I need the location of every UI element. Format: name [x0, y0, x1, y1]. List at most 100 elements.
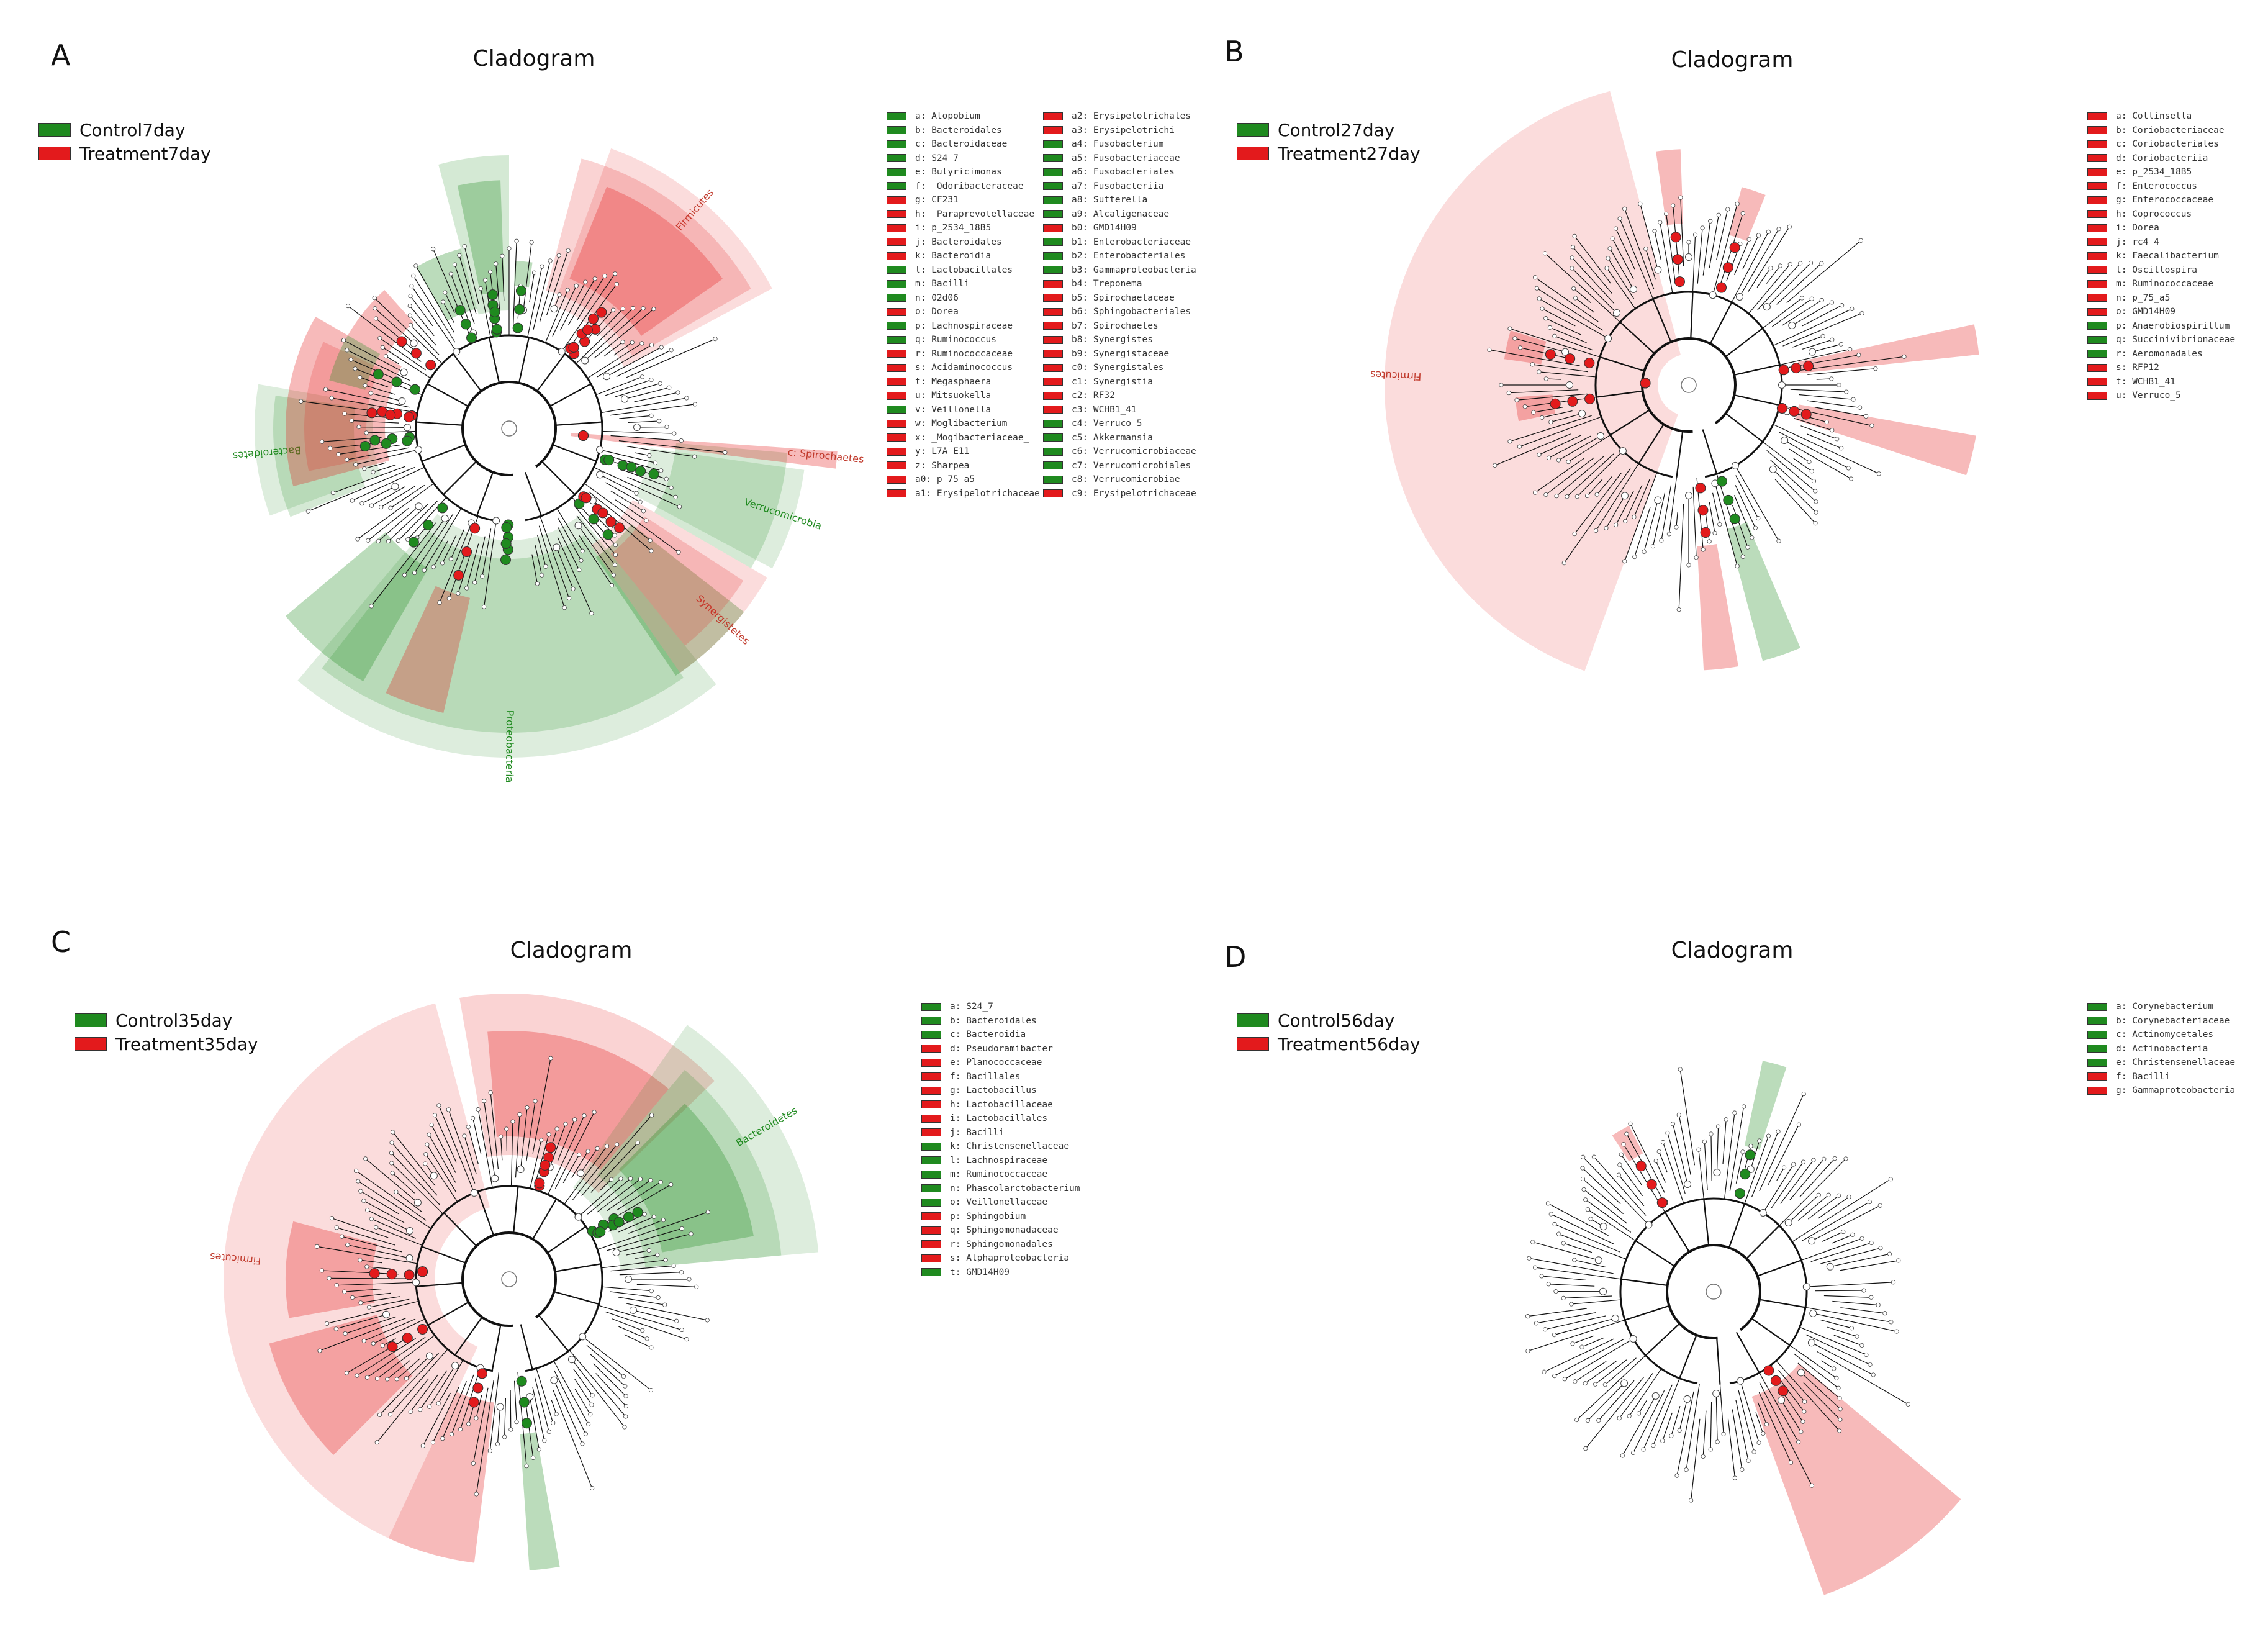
panel-title: Cladogram [441, 46, 627, 71]
tree-branch [550, 384, 591, 406]
clade-legend-item: b5: Spirochaetaceae [1043, 291, 1196, 306]
leaf-node [428, 1405, 431, 1408]
leaf-node [1713, 531, 1717, 535]
leaf-node [481, 574, 484, 578]
leaf-node [356, 537, 359, 541]
leaf-node [613, 272, 617, 276]
leaf-node [590, 1394, 594, 1397]
leaf-node [566, 248, 570, 252]
leaf-node [1623, 560, 1627, 563]
leaf-node [362, 1199, 366, 1203]
leaf-node [535, 582, 539, 586]
biomarker-node [1801, 409, 1811, 419]
leaf-node [1766, 230, 1770, 233]
leaf-node [1573, 532, 1576, 535]
leaf-node [378, 336, 382, 340]
clade-label: a0: p_75_a5 [915, 474, 975, 484]
leaf-node [1513, 337, 1517, 340]
tree-branch [1653, 1379, 1679, 1446]
tree-branch [553, 445, 596, 461]
clade-legend-item: c: Bacteroidia [921, 1028, 1080, 1042]
clade-swatch [887, 238, 906, 246]
leaf-node [345, 1371, 348, 1375]
clade-legend-item: f: Enterococcus [2087, 179, 2235, 194]
biomarker-node [649, 469, 659, 479]
clade-swatch [1043, 336, 1063, 344]
leaf-node [474, 1416, 478, 1420]
leaf-node [659, 345, 663, 349]
leaf-node [418, 1408, 422, 1412]
leaf-node [396, 538, 400, 542]
clade-legend-item: c1: Synergistia [1043, 375, 1196, 389]
clade-label: a9: Alcaligenaceae [1072, 209, 1169, 219]
clade-label: a3: Erysipelotrichi [1072, 125, 1175, 135]
internal-node [1621, 1380, 1628, 1387]
tree-branch [1605, 1358, 1636, 1385]
clade-swatch [887, 182, 906, 190]
tree-branch [1680, 1069, 1694, 1165]
leaf-node [458, 1427, 462, 1431]
leaf-node [388, 1413, 392, 1416]
clade-label: n: Phascolarctobacterium [950, 1184, 1080, 1194]
internal-node [404, 424, 411, 431]
internal-node [1684, 1395, 1691, 1402]
highlight-sector [1795, 404, 1976, 475]
leaf-node [340, 1235, 343, 1238]
clade-swatch [921, 1199, 941, 1207]
leaf-node [1869, 1295, 1873, 1299]
leaf-node [424, 1152, 428, 1156]
biomarker-node [411, 348, 421, 358]
biomarker-node [597, 307, 607, 317]
leaf-node [1574, 1418, 1578, 1421]
leaf-node [641, 509, 645, 513]
leaf-node [363, 466, 366, 470]
leaf-node [590, 1486, 594, 1490]
leaf-node [1573, 1380, 1577, 1384]
control-swatch [1237, 123, 1269, 137]
clade-swatch [1043, 378, 1063, 386]
tree-branch [1679, 1115, 1691, 1174]
leaf-node [1838, 1397, 1841, 1400]
tree-branch [1697, 228, 1702, 284]
leaf-node [649, 549, 653, 553]
clade-swatch [1043, 294, 1063, 302]
leaf-node [1537, 297, 1541, 301]
leaf-node [350, 499, 354, 502]
leaf-node [495, 1442, 499, 1446]
tree-branch [1660, 222, 1673, 293]
leaf-node [1733, 1111, 1737, 1115]
internal-node [1732, 462, 1739, 469]
tree-branch [1820, 1320, 1851, 1328]
leaf-node [1573, 1258, 1576, 1262]
clade-label: c2: RF32 [1072, 391, 1115, 401]
internal-node [1809, 348, 1815, 355]
tree-branch [1586, 1377, 1644, 1449]
clade-legend-item: k: Bacteroidia [887, 249, 1040, 263]
tree-branch [594, 1364, 626, 1396]
clade-label: v: Veillonella [915, 405, 991, 415]
clade-legend-item: s: RFP12 [2087, 361, 2235, 375]
leaf-node [584, 1432, 587, 1436]
tree-branch [1812, 1343, 1873, 1375]
leaf-node [1845, 390, 1848, 394]
tree-branch [554, 1292, 599, 1304]
internal-node [1737, 1377, 1744, 1384]
leaf-node [1810, 1484, 1814, 1487]
tree-branch [1555, 1225, 1620, 1252]
leaf-node [1800, 296, 1804, 300]
leaf-node [1850, 1326, 1853, 1330]
leaf-node [1822, 1157, 1826, 1161]
leaf-node [325, 1321, 328, 1325]
clade-legend-item: b0: GMD14H09 [1043, 221, 1196, 235]
leaf-node [589, 1413, 592, 1416]
leaf-node [706, 1210, 710, 1214]
leaf-node [1581, 1155, 1584, 1159]
leaf-node [1546, 1202, 1550, 1205]
tree-branch [453, 354, 481, 391]
leaf-node [656, 1295, 660, 1299]
internal-node [551, 1377, 558, 1384]
clade-legend-item: h: _Paraprevotellaceae_ [887, 207, 1040, 222]
leaf-node [1864, 1353, 1868, 1356]
leaf-node [440, 561, 444, 565]
